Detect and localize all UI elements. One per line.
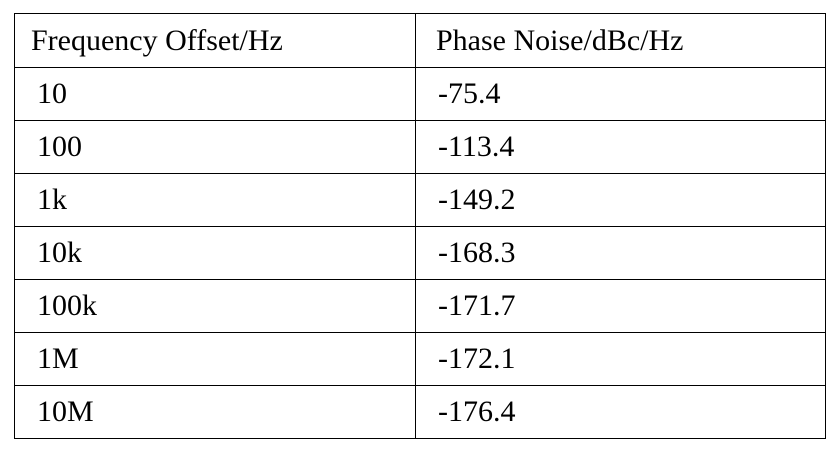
cell-frequency-offset: 100k [14, 279, 416, 333]
cell-frequency-offset: 10k [14, 226, 416, 280]
table-row: 100k -171.7 [14, 279, 826, 333]
cell-phase-noise: -149.2 [415, 173, 826, 227]
cell-frequency-offset: 1k [14, 173, 416, 227]
table-row: 10k -168.3 [14, 226, 826, 280]
cell-frequency-offset: 100 [14, 120, 416, 174]
table-row: 100 -113.4 [14, 120, 826, 174]
header-phase-noise: Phase Noise/dBc/Hz [415, 13, 826, 68]
table-row: 10 -75.4 [14, 67, 826, 121]
cell-phase-noise: -176.4 [415, 385, 826, 439]
cell-phase-noise: -171.7 [415, 279, 826, 333]
table-row: 1k -149.2 [14, 173, 826, 227]
table-row: 10M -176.4 [14, 385, 826, 439]
table-header-row: Frequency Offset/Hz Phase Noise/dBc/Hz [14, 13, 826, 68]
cell-phase-noise: -172.1 [415, 332, 826, 386]
header-frequency-offset: Frequency Offset/Hz [14, 13, 416, 68]
cell-phase-noise: -168.3 [415, 226, 826, 280]
cell-phase-noise: -113.4 [415, 120, 826, 174]
table-row: 1M -172.1 [14, 332, 826, 386]
cell-frequency-offset: 10 [14, 67, 416, 121]
phase-noise-table: Frequency Offset/Hz Phase Noise/dBc/Hz 1… [14, 13, 826, 439]
cell-phase-noise: -75.4 [415, 67, 826, 121]
cell-frequency-offset: 10M [14, 385, 416, 439]
cell-frequency-offset: 1M [14, 332, 416, 386]
